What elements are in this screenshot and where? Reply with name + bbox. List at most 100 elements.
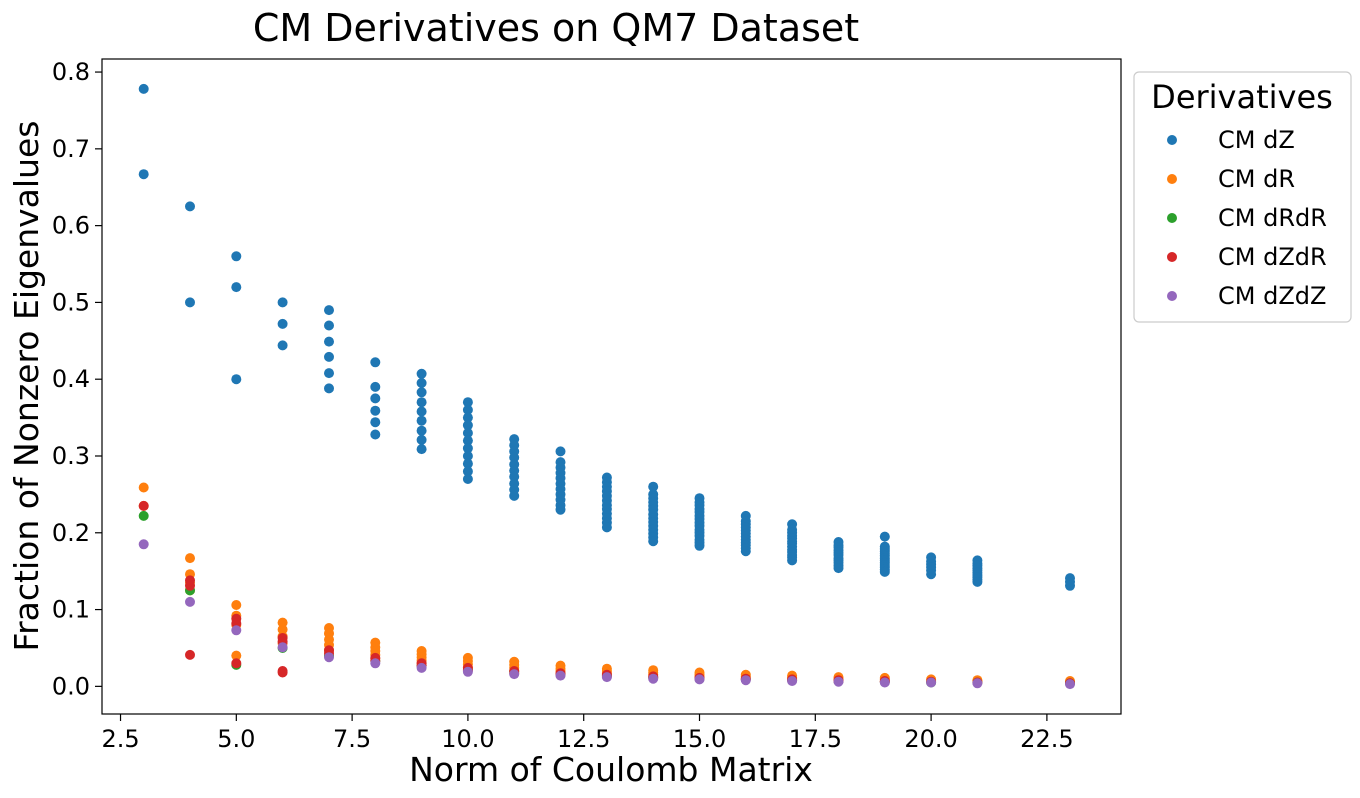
y-tick-label: 0.6 — [52, 212, 90, 240]
data-point-series-4 — [787, 676, 798, 686]
data-point-series-2 — [138, 510, 149, 521]
legend-label-series-4: CM dZdZ — [1218, 282, 1326, 310]
data-point-series-0 — [416, 444, 427, 455]
data-point-series-0 — [370, 429, 381, 440]
data-point-series-0 — [324, 368, 334, 379]
data-point-series-0 — [277, 340, 288, 351]
y-tick-label: 0.2 — [52, 519, 90, 547]
data-point-series-4 — [926, 677, 937, 688]
data-point-series-0 — [416, 397, 427, 408]
data-point-series-0 — [833, 563, 844, 574]
data-point-series-0 — [370, 417, 381, 428]
data-point-series-0 — [648, 481, 659, 492]
x-tick-label: 10.0 — [441, 725, 494, 753]
data-point-series-0 — [601, 522, 612, 533]
y-tick-label: 0.1 — [52, 596, 90, 624]
x-tick-label: 22.5 — [1020, 725, 1073, 753]
data-point-series-0 — [555, 446, 566, 457]
data-point-series-0 — [1065, 580, 1075, 591]
data-point-series-0 — [416, 378, 427, 388]
data-point-series-1 — [277, 617, 288, 628]
data-point-series-1 — [277, 624, 288, 635]
data-point-series-0 — [324, 305, 334, 316]
legend-items: CM dZ CM dR CM dRdR CM dZdR CM dZdZ — [1167, 126, 1327, 310]
y-tick-label: 0.4 — [52, 365, 90, 393]
data-point-series-0 — [324, 320, 334, 331]
legend-label-series-1: CM dR — [1218, 165, 1295, 193]
data-point-series-0 — [462, 404, 473, 415]
data-point-series-4 — [462, 666, 473, 677]
data-point-series-0 — [555, 504, 566, 515]
data-point-series-4 — [601, 672, 612, 683]
data-point-series-0 — [370, 393, 381, 404]
data-point-series-0 — [231, 374, 242, 385]
x-tick-label: 15.0 — [673, 725, 726, 753]
data-point-series-0 — [509, 490, 520, 501]
data-point-series-4 — [879, 677, 890, 688]
data-point-series-0 — [462, 412, 473, 423]
data-point-series-3 — [277, 667, 288, 678]
data-point-series-0 — [462, 451, 473, 461]
legend-marker-series-4 — [1167, 291, 1177, 301]
data-point-series-4 — [509, 669, 520, 680]
data-point-series-0 — [324, 383, 334, 394]
data-point-series-0 — [416, 387, 427, 398]
data-point-series-0 — [370, 405, 381, 416]
data-point-series-3 — [185, 580, 195, 591]
data-point-series-1 — [138, 482, 149, 493]
data-point-series-4 — [972, 678, 983, 689]
data-point-series-1 — [185, 553, 195, 564]
data-point-series-1 — [231, 650, 242, 661]
data-point-series-0 — [462, 466, 473, 477]
legend-marker-series-3 — [1167, 252, 1177, 262]
data-point-series-4 — [833, 676, 844, 687]
data-point-series-4 — [185, 596, 195, 607]
x-tick-label: 17.5 — [789, 725, 842, 753]
data-point-series-4 — [740, 675, 751, 686]
data-point-series-3 — [231, 618, 242, 629]
data-point-series-1 — [231, 600, 242, 610]
data-point-series-0 — [324, 336, 334, 347]
data-point-series-0 — [416, 434, 427, 445]
legend-marker-series-1 — [1167, 174, 1177, 184]
legend-title: Derivatives — [1151, 78, 1333, 116]
data-point-series-3 — [231, 658, 242, 669]
data-points — [138, 83, 1075, 690]
x-tick-label: 12.5 — [557, 725, 610, 753]
data-point-series-4 — [138, 539, 149, 550]
data-point-series-0 — [416, 368, 427, 379]
data-point-series-0 — [462, 443, 473, 454]
legend-label-series-0: CM dZ — [1218, 126, 1295, 154]
data-point-series-3 — [185, 649, 195, 660]
data-point-series-0 — [370, 381, 381, 392]
data-point-series-0 — [416, 425, 427, 436]
data-point-series-0 — [462, 435, 473, 446]
y-tick-label: 0.0 — [52, 672, 90, 700]
data-point-series-4 — [555, 670, 566, 681]
data-point-series-0 — [231, 282, 242, 293]
data-point-series-0 — [648, 536, 659, 547]
data-point-series-0 — [370, 357, 381, 368]
axis-ticks: 2.5 5.0 7.5 10.0 12.5 15.0 17.5 20.0 22.5 0.0 0.1 0… — [52, 58, 1074, 753]
data-point-series-0 — [509, 452, 520, 463]
y-tick-label: 0.7 — [52, 135, 90, 163]
data-point-series-0 — [185, 201, 195, 212]
y-tick-label: 0.3 — [52, 442, 90, 470]
plot-area-frame — [101, 58, 1122, 715]
data-point-series-0 — [138, 169, 149, 180]
x-tick-label: 5.0 — [217, 725, 255, 753]
data-point-series-0 — [694, 540, 705, 551]
data-point-series-0 — [462, 397, 473, 408]
legend-marker-series-2 — [1167, 213, 1177, 223]
data-point-series-0 — [277, 318, 288, 329]
data-point-series-0 — [138, 83, 149, 94]
x-tick-label: 2.5 — [101, 725, 139, 753]
data-point-series-4 — [324, 652, 334, 663]
data-point-series-4 — [231, 625, 242, 636]
data-point-series-0 — [462, 428, 473, 438]
x-tick-label: 20.0 — [904, 725, 957, 753]
legend-box — [1133, 71, 1352, 323]
y-tick-label: 0.8 — [52, 58, 90, 86]
